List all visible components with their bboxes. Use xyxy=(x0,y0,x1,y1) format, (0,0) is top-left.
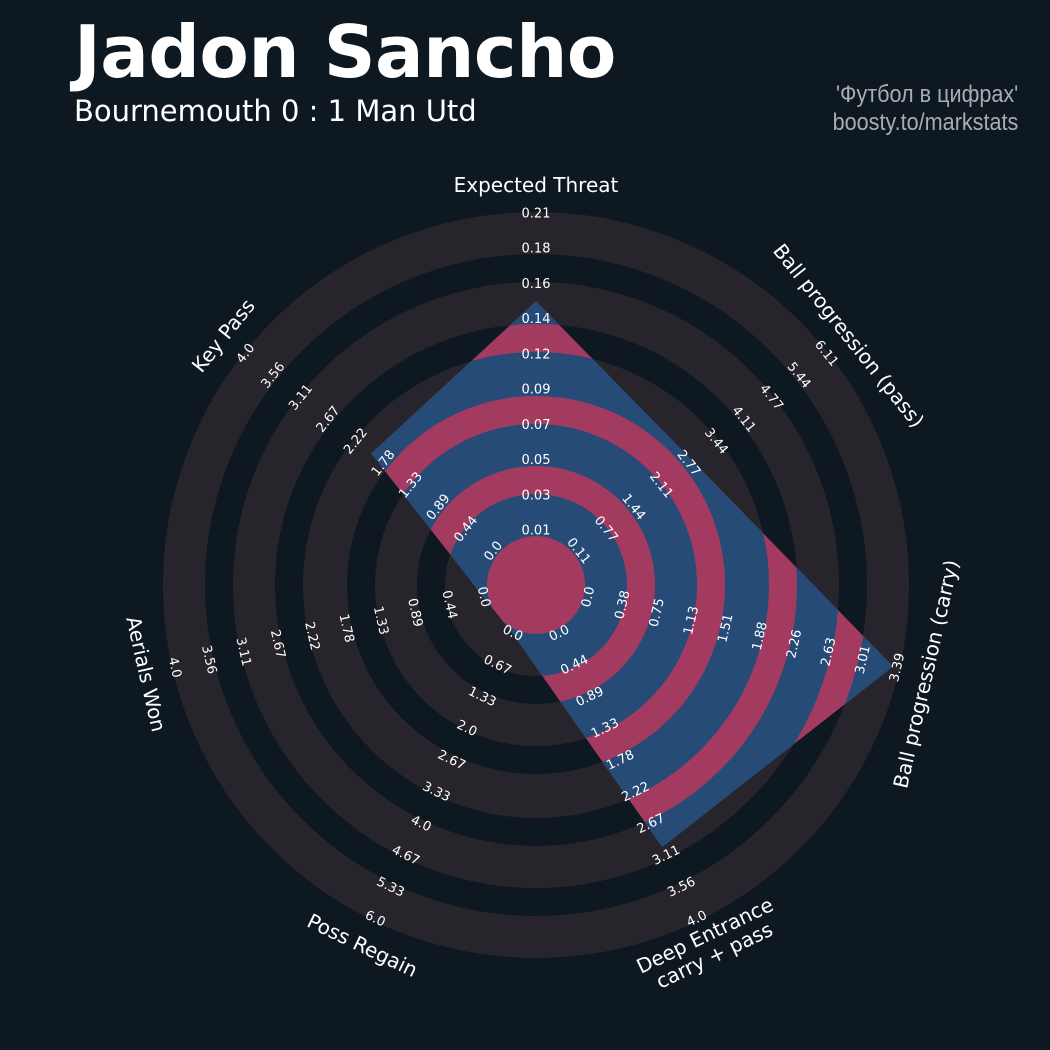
tick-labels: 0.01 0.03 0.05 0.07 0.09 0.12 0.14 0.16 0.18 0.21… xyxy=(165,207,909,931)
tick-label: 4.0 xyxy=(165,656,184,680)
param-label: Aerials Won xyxy=(121,614,171,734)
tick-label: 2.67 xyxy=(267,628,288,660)
param-label: Expected Threat xyxy=(454,173,619,197)
tick-label: 3.56 xyxy=(198,644,219,676)
tick-label: 0.07 xyxy=(522,418,551,433)
tick-label: 0.18 xyxy=(522,242,551,257)
tick-label: 0.38 xyxy=(612,589,633,621)
tick-label: 0.89 xyxy=(404,597,425,629)
param-label-line: Aerials Won xyxy=(121,614,171,734)
tick-label: 3.39 xyxy=(887,652,908,684)
tick-label: 2.22 xyxy=(301,620,322,652)
tick-label: 0.05 xyxy=(522,453,551,468)
credit-line-1: 'Футбол в цифрах' xyxy=(835,81,1018,108)
tick-label: 2.63 xyxy=(818,636,839,668)
tick-label: 1.78 xyxy=(335,613,356,645)
tick-label: 0.75 xyxy=(647,597,668,629)
tick-label: 0.14 xyxy=(522,312,551,327)
tick-label: 3.01 xyxy=(853,644,874,676)
credit: 'Футбол в цифрах' boosty.to/markstats xyxy=(832,81,1018,137)
match-subtitle: Bournemouth 0 : 1 Man Utd xyxy=(74,94,477,128)
tick-label: 2.26 xyxy=(784,628,805,660)
player-name-title: Jadon Sancho xyxy=(74,10,616,94)
tick-label: 0.09 xyxy=(522,383,551,398)
tick-label: 3.11 xyxy=(232,636,253,668)
tick-label: 0.12 xyxy=(522,347,551,362)
credit-line-2: boosty.to/markstats xyxy=(832,109,1018,136)
tick-label: 0.03 xyxy=(522,488,551,503)
tick-label: 0.16 xyxy=(522,277,551,292)
tick-label: 1.13 xyxy=(681,605,702,637)
tick-label: 0.01 xyxy=(522,524,551,539)
tick-label: 1.88 xyxy=(750,620,771,652)
tick-label: 1.33 xyxy=(370,605,391,637)
param-label-line: Expected Threat xyxy=(454,173,619,197)
tick-label: 0.0 xyxy=(474,585,493,609)
tick-label: 0.44 xyxy=(438,589,459,621)
radar-ring xyxy=(163,212,909,958)
tick-label: 1.51 xyxy=(715,613,736,645)
tick-label: 0.21 xyxy=(522,207,551,222)
tick-label: 0.0 xyxy=(579,585,598,609)
